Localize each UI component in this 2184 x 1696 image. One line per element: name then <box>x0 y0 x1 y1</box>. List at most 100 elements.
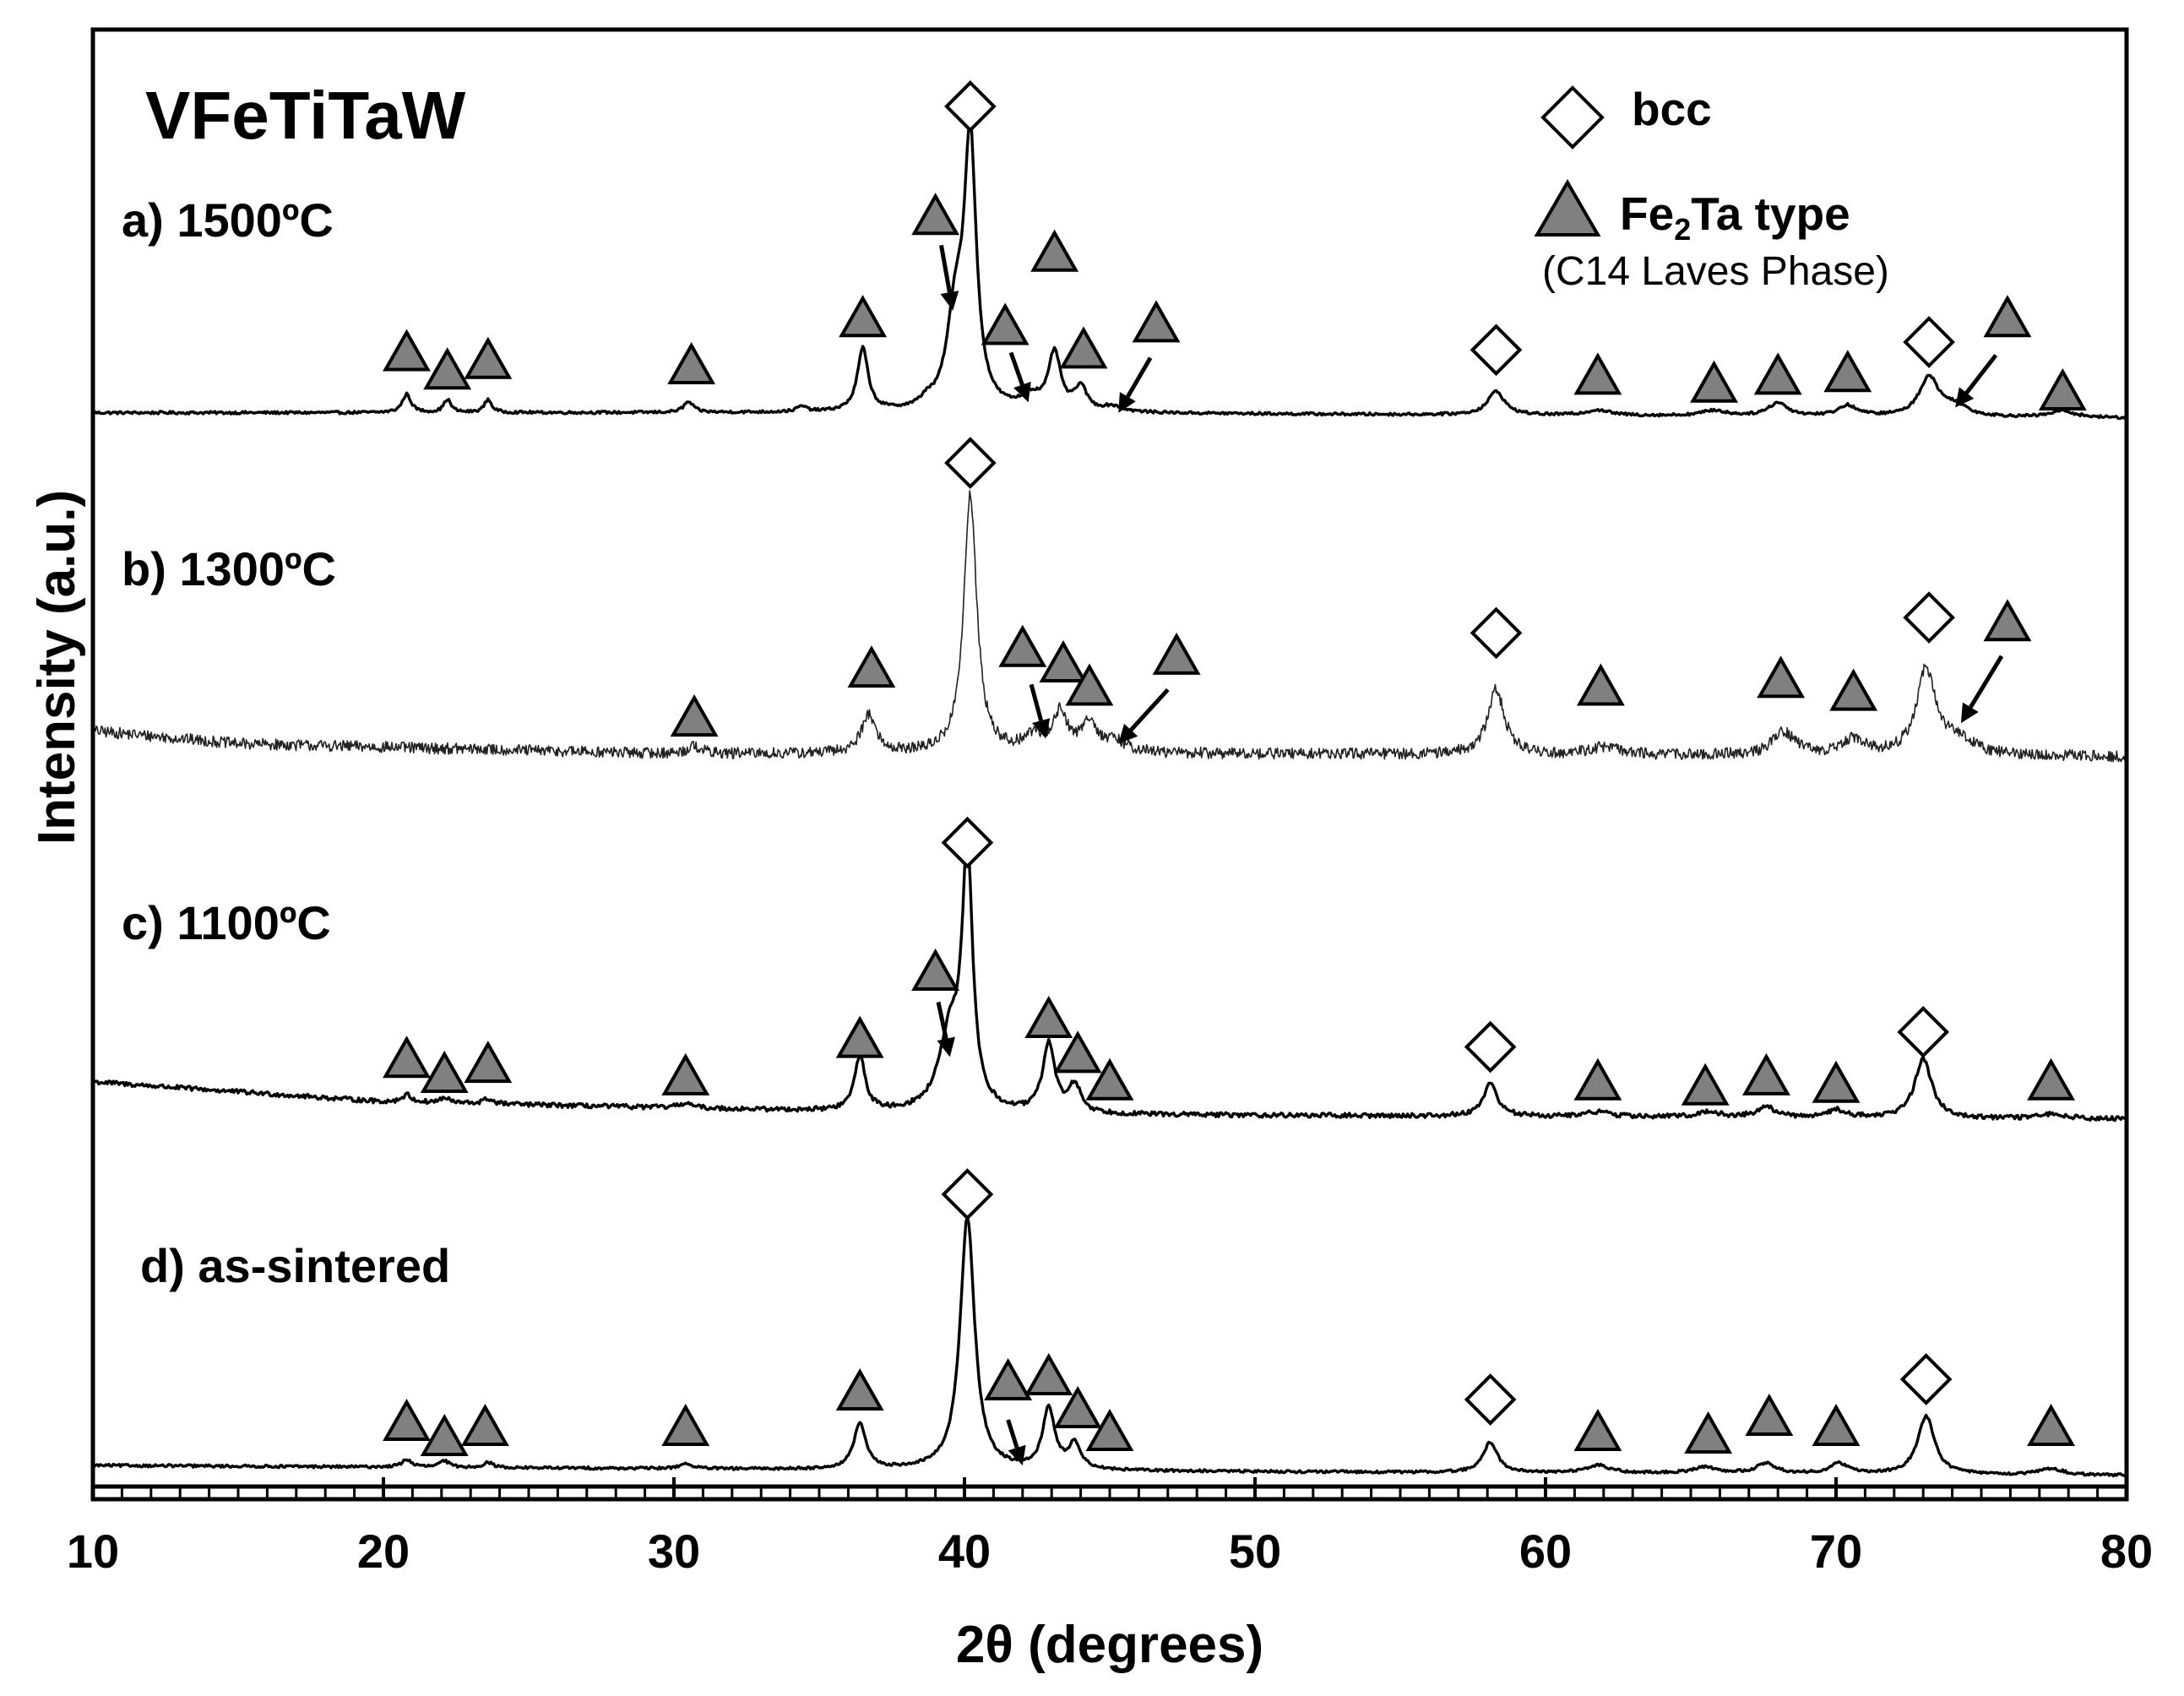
laves-marker-c-10 <box>1681 1063 1730 1106</box>
x-tick-label-50: 50 <box>1229 1525 1281 1578</box>
bcc-marker-b-2 <box>1903 591 1955 644</box>
laves-marker-c-6 <box>1024 996 1073 1039</box>
laves-marker-c-13 <box>2027 1057 2075 1101</box>
laves-marker-a-15 <box>2038 367 2087 410</box>
y-axis-label: Intensity (a.u.) <box>28 490 86 845</box>
legend-laves-sublabel: (C14 Laves Phase) <box>1542 249 1889 294</box>
laves-marker-d-5 <box>984 1357 1033 1400</box>
chart-title: VFeTiTaW <box>145 78 466 153</box>
laves-marker-c-2 <box>464 1041 513 1084</box>
peak-arrow-a-0 <box>939 244 959 311</box>
laves-marker-d-11 <box>1745 1393 1794 1436</box>
bcc-marker-c-0 <box>941 816 994 869</box>
laves-marker-b-4 <box>1065 663 1114 706</box>
plot-frame <box>90 27 2129 1502</box>
laves-marker-c-3 <box>661 1052 710 1095</box>
series-label-c: c) 1100ºC <box>122 896 331 949</box>
peak-arrow-a-3 <box>1955 353 1998 408</box>
x-tick-label-10: 10 <box>67 1525 119 1578</box>
laves-marker-b-6 <box>1576 663 1625 706</box>
laves-marker-b-2 <box>998 624 1047 667</box>
laves-marker-d-4 <box>835 1367 884 1411</box>
laves-marker-c-7 <box>1053 1030 1102 1074</box>
xrd-trace-a <box>91 117 2127 421</box>
laves-marker-a-10 <box>1573 352 1622 395</box>
peak-arrow-a-2 <box>1118 356 1153 413</box>
laves-marker-d-9 <box>1573 1408 1622 1451</box>
x-tick-label-20: 20 <box>357 1525 410 1578</box>
laves-marker-d-6 <box>1024 1352 1073 1395</box>
legend-laves-label: Fe2Ta type <box>1620 188 1850 247</box>
laves-marker-a-14 <box>1983 295 2032 338</box>
laves-marker-c-1 <box>420 1050 469 1093</box>
bcc-marker-d-1 <box>1464 1373 1517 1426</box>
bcc-marker-b-1 <box>1470 606 1523 660</box>
laves-marker-b-0 <box>670 694 719 737</box>
laves-marker-d-8 <box>1085 1408 1134 1451</box>
peak-arrow-d-0 <box>1006 1419 1026 1465</box>
laves-marker-c-9 <box>1573 1057 1622 1101</box>
laves-marker-c-8 <box>1085 1057 1134 1101</box>
bcc-marker-a-2 <box>1903 316 1955 368</box>
laves-marker-d-3 <box>661 1403 710 1446</box>
series-label-d: d) as-sintered <box>140 1239 450 1292</box>
legend-laves-triangle <box>1534 179 1601 236</box>
legend-laves-label-sub: 2 <box>1674 212 1691 247</box>
laves-marker-b-9 <box>1983 599 2032 642</box>
legend-bcc-label: bcc <box>1632 83 1712 135</box>
bcc-marker-d-0 <box>941 1168 994 1220</box>
laves-marker-d-7 <box>1053 1385 1102 1428</box>
laves-marker-b-5 <box>1152 632 1201 675</box>
laves-marker-b-8 <box>1829 668 1878 711</box>
xrd-trace-c <box>92 836 2127 1123</box>
laves-marker-a-11 <box>1690 360 1738 403</box>
bcc-marker-b-0 <box>944 437 997 489</box>
laves-marker-d-1 <box>420 1413 469 1456</box>
bcc-marker-c-1 <box>1464 1020 1517 1074</box>
peak-arrow-c-0 <box>936 1001 955 1057</box>
xrd-trace-d <box>91 1215 2128 1478</box>
laves-marker-a-3 <box>667 341 716 384</box>
bcc-marker-a-1 <box>1470 323 1523 377</box>
xrd-trace-b <box>92 490 2127 763</box>
peak-arrow-b-1 <box>1118 688 1170 744</box>
legend-laves-label-rest: Ta type <box>1691 188 1850 240</box>
bcc-marker-a-0 <box>944 80 997 133</box>
legend: bcc Fe2Ta type (C14 Laves Phase) <box>1534 83 1889 294</box>
laves-marker-a-1 <box>423 347 472 390</box>
bcc-marker-c-2 <box>1897 1006 1950 1058</box>
bcc-marker-d-2 <box>1899 1353 1953 1405</box>
laves-marker-b-3 <box>1039 640 1088 683</box>
laves-marker-c-11 <box>1742 1052 1790 1095</box>
x-tick-label-60: 60 <box>1519 1525 1572 1578</box>
laves-marker-d-2 <box>460 1403 509 1446</box>
x-axis-label: 2θ (degrees) <box>956 1616 1263 1674</box>
laves-marker-a-12 <box>1753 352 1802 395</box>
laves-marker-d-12 <box>1812 1403 1861 1446</box>
series-label-b: b) 1300ºC <box>122 542 336 595</box>
laves-marker-a-0 <box>383 329 431 372</box>
laves-marker-a-2 <box>464 336 513 379</box>
peak-arrow-b-0 <box>1029 683 1051 739</box>
laves-marker-a-8 <box>1059 326 1108 369</box>
laves-marker-b-7 <box>1757 655 1806 699</box>
laves-marker-c-5 <box>911 948 960 991</box>
x-tick-label-30: 30 <box>648 1525 700 1578</box>
laves-marker-a-6 <box>981 302 1030 345</box>
laves-marker-d-10 <box>1684 1411 1733 1454</box>
series-label-a: a) 1500ºC <box>122 193 334 247</box>
laves-marker-c-4 <box>835 1015 884 1058</box>
laves-marker-a-13 <box>1823 350 1872 393</box>
x-tick-label-70: 70 <box>1810 1525 1862 1578</box>
laves-marker-a-7 <box>1030 229 1079 272</box>
laves-marker-d-13 <box>2027 1403 2075 1446</box>
laves-marker-d-0 <box>383 1398 431 1441</box>
laves-marker-b-1 <box>847 645 896 688</box>
peak-arrow-b-2 <box>1960 655 2004 724</box>
laves-marker-a-4 <box>839 295 888 338</box>
laves-marker-a-5 <box>911 193 960 236</box>
peak-arrow-a-1 <box>1008 351 1031 403</box>
legend-laves-label-main: Fe <box>1620 188 1674 240</box>
legend-bcc-diamond <box>1540 85 1605 149</box>
